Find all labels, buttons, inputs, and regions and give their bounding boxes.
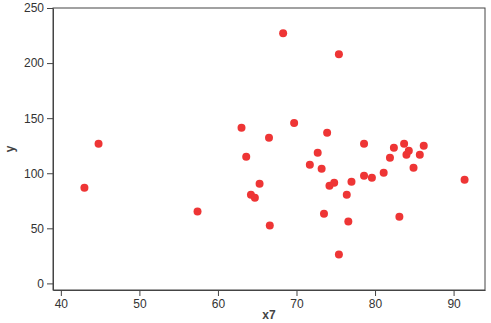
y-tick: 150 [24, 111, 53, 125]
point [400, 140, 408, 148]
x-tick: 80 [369, 290, 383, 311]
point [420, 142, 428, 150]
x-tick-mark [218, 290, 219, 296]
x-tick-mark [454, 290, 455, 296]
point [251, 194, 259, 202]
point [314, 149, 322, 157]
point [360, 172, 368, 180]
y-tick-mark [47, 173, 53, 174]
point [242, 153, 250, 161]
point [335, 251, 343, 259]
point [368, 174, 376, 182]
x-tick-mark [61, 290, 62, 296]
x-tick-label: 60 [212, 297, 226, 311]
point [290, 119, 298, 127]
x-tick-label: 40 [55, 297, 69, 311]
x-tick-label: 80 [369, 297, 383, 311]
point [95, 140, 103, 148]
point [386, 154, 394, 162]
point [238, 124, 246, 132]
chart: 40 50 60 70 80 90 0 50 100 150 200 250 x7 y [0, 0, 491, 323]
y-tick-mark [47, 8, 53, 9]
x-axis-title: x7 [262, 308, 276, 322]
y-tick-mark [47, 283, 53, 284]
x-tick-mark [296, 290, 297, 296]
x-tick: 40 [55, 290, 69, 311]
point [405, 147, 413, 155]
point [265, 134, 273, 142]
y-tick-label: 0 [37, 277, 44, 291]
y-tick-mark [47, 118, 53, 119]
point [318, 165, 326, 173]
point [390, 144, 398, 152]
point [380, 169, 388, 177]
points [80, 29, 468, 258]
y-tick: 200 [24, 56, 53, 70]
point [395, 213, 403, 221]
y-axis-line [53, 9, 54, 291]
y-axis-title: y [3, 145, 17, 152]
point [410, 164, 418, 172]
x-tick-label: 70 [290, 297, 304, 311]
x-tick: 50 [133, 290, 147, 311]
y-axis: 0 50 100 150 200 250 [24, 1, 54, 290]
point [360, 140, 368, 148]
y-tick: 250 [24, 1, 53, 15]
point [335, 50, 343, 58]
x-tick: 90 [447, 290, 461, 311]
plot-frame [53, 8, 485, 290]
point [306, 161, 314, 169]
point [330, 179, 338, 187]
point [323, 129, 331, 137]
y-tick: 100 [24, 167, 53, 181]
y-tick: 0 [37, 277, 53, 291]
x-tick-mark [139, 290, 140, 296]
point [344, 218, 352, 226]
x-axis-line [54, 290, 486, 291]
y-tick: 50 [31, 222, 53, 236]
x-tick: 60 [212, 290, 226, 311]
point [194, 208, 202, 216]
point [266, 222, 274, 230]
y-tick-label: 50 [31, 222, 45, 236]
y-tick-label: 100 [24, 167, 44, 181]
point [320, 210, 328, 218]
point [256, 180, 264, 188]
y-tick-mark [47, 228, 53, 229]
y-tick-label: 150 [24, 111, 44, 125]
y-tick-label: 250 [24, 1, 44, 15]
point [347, 178, 355, 186]
point [80, 184, 88, 192]
point [416, 151, 424, 159]
x-tick-label: 90 [447, 297, 461, 311]
x-tick: 70 [290, 290, 304, 311]
x-tick-label: 50 [133, 297, 147, 311]
point [461, 176, 469, 184]
point [343, 191, 351, 199]
y-tick-mark [47, 63, 53, 64]
y-tick-label: 200 [24, 56, 44, 70]
point [279, 29, 287, 37]
x-tick-mark [375, 290, 376, 296]
